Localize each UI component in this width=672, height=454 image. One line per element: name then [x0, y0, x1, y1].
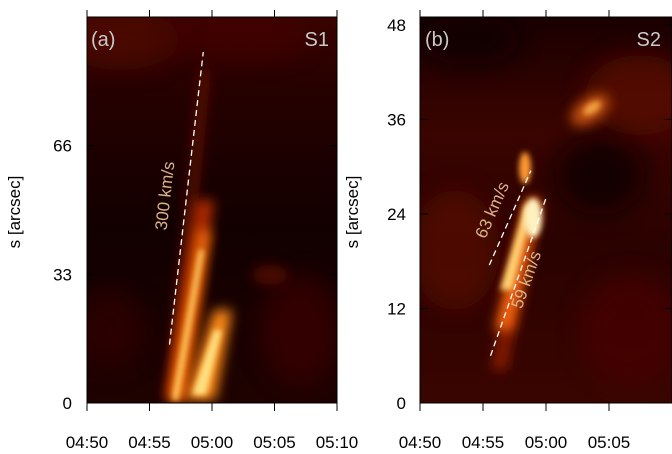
y-tick-label: 66 [53, 137, 72, 156]
y-tick-label: 48 [387, 16, 406, 35]
x-tick-label: 05:10 [316, 433, 359, 452]
velocity-line-59 [489, 197, 547, 356]
y-tick-label: 24 [387, 205, 406, 224]
panel-b-image [420, 17, 672, 403]
x-tick-label: 04:50 [66, 433, 109, 452]
y-tick-label: 0 [63, 394, 72, 413]
y-tick-label: 36 [387, 110, 406, 129]
x-tick-label: 04:55 [128, 433, 171, 452]
velocity-line-300 [168, 52, 204, 345]
velocity-line-63 [488, 170, 532, 266]
y-tick-label: 12 [387, 299, 406, 318]
x-tick-label: 05:05 [588, 433, 631, 452]
panel-b-slit-label: S2 [637, 29, 661, 51]
panel-b-label: (b) [425, 29, 449, 51]
panel-a-label: (a) [91, 29, 115, 51]
x-tick-label: 05:05 [253, 433, 296, 452]
y-tick-label: 33 [53, 265, 72, 284]
panel-a-image [87, 17, 337, 403]
x-tick-label: 05:00 [191, 433, 234, 452]
x-tick-label: 04:50 [399, 433, 442, 452]
panel-b-ylabel: s [arcsec] [343, 176, 362, 249]
x-tick-label: 05:00 [525, 433, 568, 452]
y-tick-label: 0 [397, 394, 406, 413]
x-tick-label: 04:55 [462, 433, 505, 452]
panel-a-ylabel: s [arcsec] [5, 176, 24, 249]
panel-a-slit-label: S1 [305, 29, 329, 51]
